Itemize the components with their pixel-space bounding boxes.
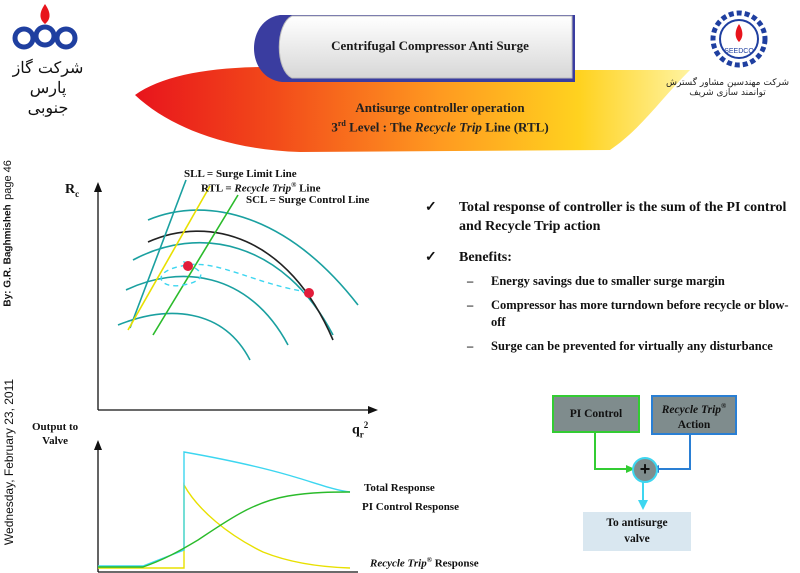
benefit-item: – Compressor has more turndown before rec… [467, 298, 789, 329]
dash-icon: – [467, 339, 474, 353]
dash-icon: – [467, 274, 474, 288]
summing-junction: + [632, 457, 658, 483]
header-swoosh [135, 15, 690, 152]
check-icon: ✓ [425, 250, 437, 265]
output-box: To antisurge valve [583, 512, 691, 551]
speed-curve [132, 242, 334, 336]
operating-point [304, 288, 314, 298]
plus-icon: + [639, 459, 651, 479]
recycle-trip-action-box: Recycle Trip® Action [651, 395, 737, 435]
check-icon: ✓ [425, 200, 437, 215]
dash-icon: – [467, 298, 474, 312]
label-rt-response: Recycle Trip® Response [370, 556, 479, 570]
bullet-benefits: ✓ Benefits: [425, 250, 512, 265]
scl-curve [147, 230, 334, 341]
company-logo-right: SEEDCO [710, 10, 768, 68]
company-logo-left [12, 4, 78, 50]
pi-control-box: PI Control [552, 395, 640, 433]
label-total-response: Total Response [364, 482, 435, 494]
response-chart [94, 440, 358, 573]
speed-curve [117, 312, 251, 361]
bullet-list: ✓ Total response of controller is the sum… [425, 198, 795, 362]
page-subtitle: Antisurge controller operation [355, 100, 525, 115]
rtl-line [127, 185, 211, 331]
recycle-trip-response [98, 482, 351, 569]
author: By: G.R. Baghmisheh [2, 204, 14, 307]
scl-line [152, 194, 239, 336]
logo-left-text: شرکت گاز پارس جنوبی [12, 58, 84, 117]
bullet-total: ✓ Total response of controller is the sum… [425, 200, 787, 234]
header-title: Centrifugal Compressor Anti Surge [331, 38, 529, 53]
response-y-label: Output to Valve [32, 421, 79, 447]
legend-scl: SCL = Surge Control Line [246, 194, 370, 206]
operating-point [183, 261, 193, 271]
sll-line [129, 179, 187, 329]
legend-rtl: RTL = Recycle Trip® Line [201, 181, 321, 195]
label-pi-response: PI Control Response [362, 501, 459, 513]
date: Wednesday, February 23, 2011 [2, 378, 16, 546]
map-x-axis-label: qr2 [352, 420, 369, 440]
compressor-map-chart [94, 179, 378, 414]
logo-seal-text: SEEDCO [724, 48, 754, 55]
pi-control-response [98, 491, 351, 568]
logo-right-text: شرکت مهندسین مشاور گسترش توانمند سازی شر… [666, 78, 789, 98]
benefit-item: – Surge can be prevented for virtually an… [467, 339, 773, 353]
total-response [98, 451, 351, 567]
speed-curve [147, 209, 359, 306]
speed-curve [125, 275, 289, 346]
legend-sll: SLL = Surge Limit Line [184, 168, 297, 180]
map-y-axis-label: Rc [65, 182, 80, 199]
page-subtitle-level: 3rd Level : The Recycle Trip Line (RTL) [331, 119, 549, 135]
operating-path [160, 263, 309, 293]
benefit-item: – Energy savings due to smaller surge mar… [467, 274, 725, 288]
